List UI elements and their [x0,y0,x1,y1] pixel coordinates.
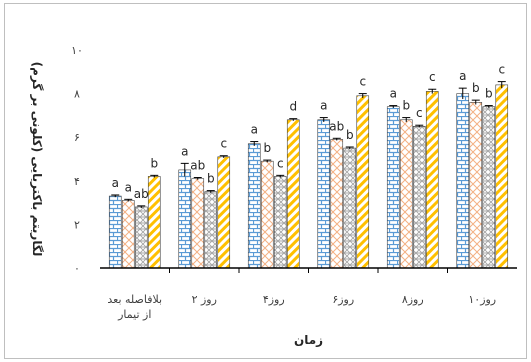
bar-chart: لگاریتم باکتریایی (کلونی بر گرم) زمان ۰ ۲… [29,44,517,347]
significance-letter: a [251,123,258,137]
x-tick-label: از تیمار [117,308,151,321]
bar [121,200,135,269]
bar [399,119,413,269]
significance-letter: a [181,144,188,158]
significance-letter: b [346,128,354,142]
x-tick-label: روز۸ [402,293,424,306]
bar [147,176,161,269]
bar [273,176,287,269]
x-tick-label: روز۱۰ [468,293,496,306]
y-axis-title-group: لگاریتم باکتریایی (کلونی بر گرم) [29,62,44,257]
bar [108,195,122,269]
bar [386,106,400,269]
bar [286,119,300,269]
bar [204,191,218,269]
bar [343,147,357,269]
y-tick-label: ۲ [74,218,80,231]
bar [247,143,261,269]
x-tick-label: روز۶ [332,293,354,306]
bar [217,156,231,269]
y-ticks: ۰ ۲ ۴ ۶ ۸ ۱۰ [71,44,83,275]
significance-letter: d [289,100,297,114]
bar [330,139,344,269]
bar [495,84,509,269]
significance-letter: ab [190,159,205,173]
y-tick-label: ۶ [74,131,80,144]
y-tick-label: ۰ [74,262,80,275]
y-tick-label: ۱۰ [71,44,83,57]
x-tick-label: روز ۲ [192,293,217,306]
significance-letter: ab [134,187,149,201]
bar [317,119,331,269]
bar [412,126,426,269]
significance-letter: c [277,156,284,170]
x-tick-label: روز۴ [263,293,285,306]
bar [482,106,496,269]
x-axis-title: زمان [294,333,323,347]
significance-letter: a [112,176,119,190]
y-axis-title: لگاریتم باکتریایی (کلونی بر گرم) [29,62,44,257]
significance-letter: c [359,75,366,89]
bar [469,102,483,269]
significance-letter: b [402,99,410,113]
significance-letter: c [429,70,436,84]
significance-letter: ab [329,119,344,133]
significance-letter: a [125,180,132,194]
significance-letter: a [390,87,397,101]
significance-letter: b [263,141,271,155]
y-tick-label: ۴ [74,175,80,188]
bar [356,95,370,269]
significance-letter: b [472,81,480,95]
significance-letter: c [498,63,505,77]
bar [178,169,192,269]
x-ticks: بلافاصله بعد از تیمار روز ۲ روز۴ روز۶ روز۸ روز… [107,293,496,321]
bar [425,91,439,269]
bar [134,206,148,269]
bar [456,93,470,269]
y-tick-label: ۸ [74,88,80,101]
bar [260,160,274,269]
chart-frame: لگاریتم باکتریایی (کلونی بر گرم) زمان ۰ ۲… [4,3,527,359]
significance-letter: b [485,87,493,101]
significance-letter: b [150,156,158,170]
significance-letter: b [207,172,215,186]
significance-letter: c [416,106,423,120]
significance-letter: a [459,69,466,83]
x-tick-label: بلافاصله بعد [107,293,162,306]
significance-letter: a [320,99,327,113]
significance-letter: c [220,137,227,151]
bar [191,178,205,269]
